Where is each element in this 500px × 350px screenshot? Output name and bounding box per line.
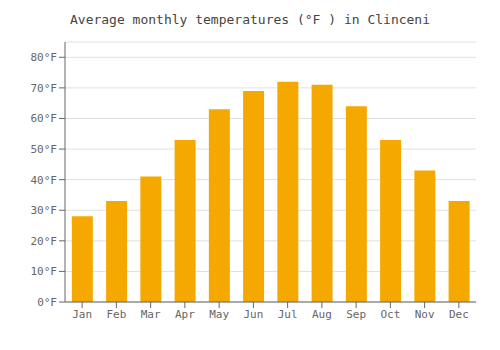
svg-text:Jun: Jun [243, 308, 263, 321]
svg-text:40°F: 40°F [31, 174, 58, 187]
svg-text:10°F: 10°F [31, 265, 58, 278]
svg-text:Jan: Jan [72, 308, 92, 321]
svg-text:Feb: Feb [106, 308, 126, 321]
svg-text:0°F: 0°F [37, 296, 57, 309]
svg-text:Dec: Dec [449, 308, 469, 321]
svg-text:20°F: 20°F [31, 235, 58, 248]
svg-text:Mar: Mar [141, 308, 161, 321]
svg-text:Apr: Apr [175, 308, 195, 321]
svg-text:Sep: Sep [346, 308, 366, 321]
html-text:Average monthly temperatures (: Average monthly temperatures (°F ) in Cl… [70, 12, 430, 27]
svg-text:50°F: 50°F [31, 143, 58, 156]
svg-text:Nov: Nov [415, 308, 435, 321]
svg-text:70°F: 70°F [31, 82, 58, 95]
svg-text:80°F: 80°F [31, 51, 58, 64]
svg-text:60°F: 60°F [31, 112, 58, 125]
svg-text:30°F: 30°F [31, 204, 58, 217]
svg-text:Oct: Oct [380, 308, 400, 321]
svg-text:Aug: Aug [312, 308, 332, 321]
svg-text:May: May [209, 308, 229, 321]
svg-text:Jul: Jul [278, 308, 298, 321]
